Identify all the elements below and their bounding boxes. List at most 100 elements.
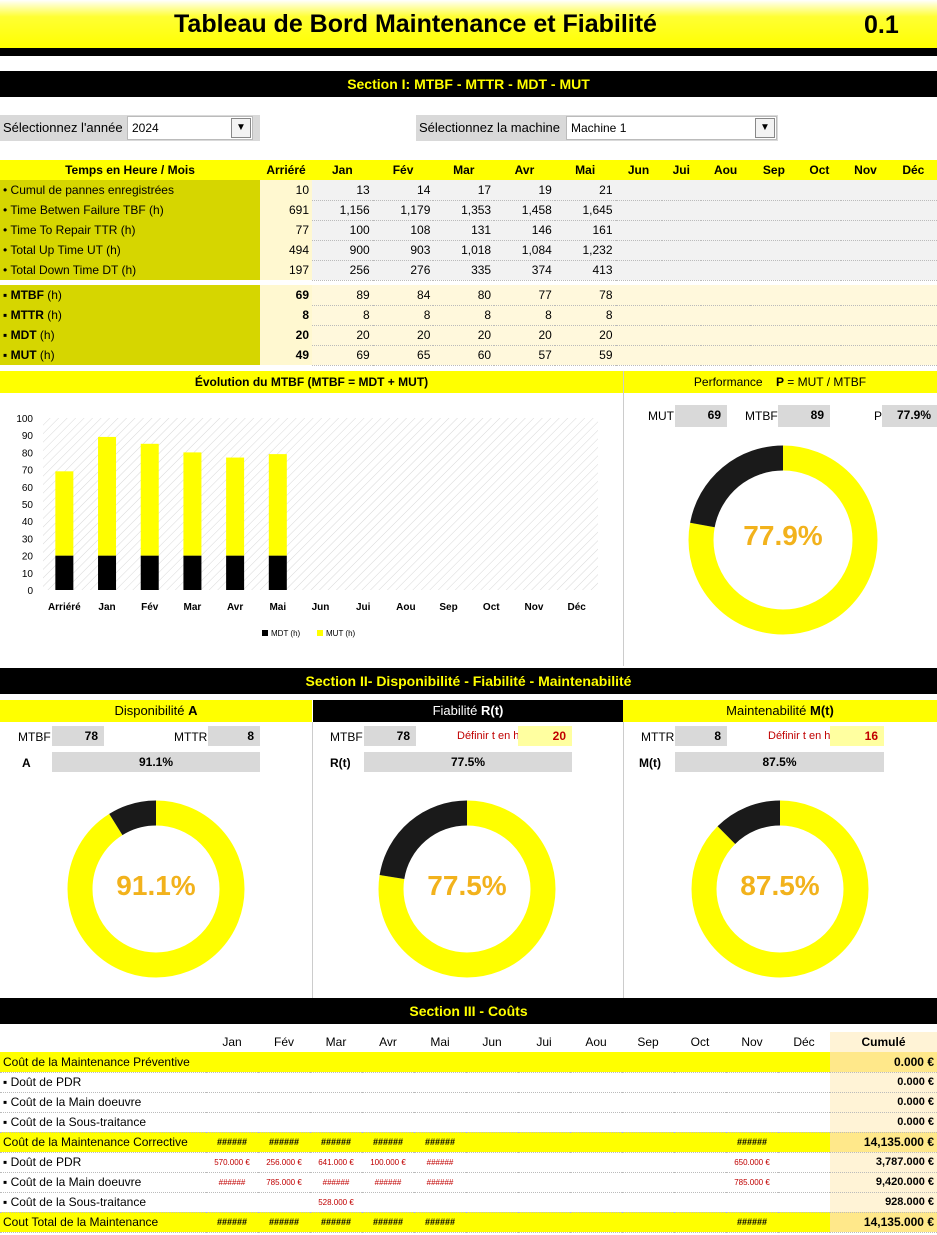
cost-cell — [622, 1152, 674, 1172]
cost-cumul-cell: 0.000 € — [830, 1112, 937, 1132]
section-3-header: Section III - Coûts — [0, 998, 937, 1024]
cost-cell: ###### — [362, 1212, 414, 1232]
cost-cell — [570, 1192, 622, 1212]
kpi-cell-empty — [841, 240, 890, 261]
cost-cell — [310, 1092, 362, 1112]
kpi-cell-empty — [797, 200, 842, 221]
mut-label: MUT — [648, 409, 674, 423]
cost-cell — [466, 1152, 518, 1172]
x-tick-label: Oct — [483, 602, 500, 613]
cost-cumul-cell: 0.000 € — [830, 1072, 937, 1092]
section-2-header: Section II- Disponibilité - Fiabilité - … — [0, 668, 937, 694]
kpi-metric-label: ▪ MUT (h) — [0, 345, 260, 365]
kpi-cell: 17 — [433, 180, 495, 201]
cost-cell — [258, 1052, 310, 1072]
maint-t-input[interactable]: 16 — [830, 726, 884, 746]
cost-cell — [518, 1112, 570, 1132]
bar-mdt — [183, 555, 202, 590]
bar-mdt — [55, 555, 74, 590]
cost-cell — [778, 1172, 830, 1192]
cost-cell — [362, 1112, 414, 1132]
cost-row-label: ▪ Coût de la Sous-traitance — [3, 1195, 146, 1209]
cost-row-label: ▪ Doût de PDR — [3, 1155, 82, 1169]
kpi-metric-label: ▪ MTTR (h) — [0, 305, 260, 325]
kpi-cell-empty — [750, 220, 798, 241]
cost-cell — [362, 1092, 414, 1112]
cost-cell — [466, 1132, 518, 1152]
fiab-symbol: R(t) — [481, 703, 504, 718]
bar-mut — [98, 436, 117, 556]
cost-cell — [570, 1072, 622, 1092]
cost-cell — [414, 1072, 466, 1092]
kpi-arriere-cell: 8 — [260, 305, 312, 325]
cost-cell — [622, 1172, 674, 1192]
cost-cell — [622, 1132, 674, 1152]
kpi-cell-empty — [615, 285, 662, 306]
kpi-cell-empty — [661, 240, 701, 261]
bar-mut — [140, 443, 159, 556]
maint-mttr-value: 8 — [675, 726, 727, 746]
kpi-cell-empty — [889, 345, 937, 366]
bar-mut — [226, 457, 245, 556]
kpi-cell: 1,458 — [494, 200, 555, 221]
cost-month-header: Jui — [536, 1035, 552, 1049]
cost-cell: ###### — [206, 1212, 258, 1232]
cost-cell — [778, 1052, 830, 1072]
x-tick-label: Mar — [184, 602, 202, 613]
machine-label: Sélectionnez la machine — [419, 120, 560, 135]
kpi-cell: 146 — [494, 220, 555, 241]
kpi-arriere-cell: 69 — [260, 285, 312, 305]
kpi-cell-empty — [750, 305, 798, 326]
cost-cumul-cell: 14,135.000 € — [830, 1132, 937, 1152]
kpi-cell: 8 — [372, 305, 434, 326]
cost-cell — [518, 1192, 570, 1212]
kpi-cell-empty — [889, 260, 937, 281]
cost-cell — [362, 1072, 414, 1092]
kpi-cell-empty — [615, 345, 662, 366]
y-tick-label: 50 — [22, 500, 34, 511]
cost-cell — [778, 1072, 830, 1092]
cost-cell: ###### — [258, 1212, 310, 1232]
cost-month-header: Aou — [585, 1035, 607, 1049]
year-dropdown-arrow-icon[interactable]: ▼ — [231, 118, 251, 138]
kpi-cell-empty — [889, 220, 937, 241]
kpi-row-label: • Total Down Time DT (h) — [0, 260, 260, 280]
cost-cell — [570, 1172, 622, 1192]
machine-dropdown-arrow-icon[interactable]: ▼ — [755, 118, 775, 138]
machine-dropdown[interactable]: Machine 1 — [566, 116, 777, 140]
kpi-cell-empty — [661, 180, 701, 201]
kpi-cell-empty — [700, 305, 751, 326]
kpi-cell-empty — [841, 285, 890, 306]
kpi-cell-empty — [615, 180, 662, 201]
kpi-cell: 20 — [494, 325, 555, 346]
machine-selector: Sélectionnez la machine Machine 1 ▼ — [416, 115, 778, 141]
dispo-mttr-value: 8 — [208, 726, 260, 746]
cost-cell — [206, 1092, 258, 1112]
cost-cell — [570, 1052, 622, 1072]
x-tick-label: Fév — [141, 602, 159, 613]
kpi-month-header: Jun — [615, 160, 662, 180]
fiab-t-input[interactable]: 20 — [518, 726, 572, 746]
kpi-cell-empty — [700, 220, 751, 241]
cost-cell — [778, 1092, 830, 1112]
section-1-header: Section I: MTBF - MTTR - MDT - MUT — [0, 71, 937, 97]
cost-cell — [726, 1092, 778, 1112]
cost-cell: 256.000 € — [266, 1157, 302, 1167]
fiab-r-label: R(t) — [330, 756, 351, 770]
cost-cell: ###### — [414, 1212, 466, 1232]
maint-t-label: Définir t en h — [768, 730, 831, 742]
cost-cell — [778, 1132, 830, 1152]
kpi-cell-empty — [841, 345, 890, 366]
cost-cell — [258, 1092, 310, 1112]
cost-cell — [414, 1112, 466, 1132]
kpi-cell-empty — [841, 260, 890, 281]
p-label: P — [874, 409, 883, 423]
cost-cell — [466, 1052, 518, 1072]
mtbf-label: MTBF — [745, 409, 778, 423]
kpi-cell-empty — [700, 285, 751, 306]
cost-cell — [206, 1112, 258, 1132]
divider-2b — [623, 722, 624, 998]
kpi-cell: 8 — [554, 305, 616, 326]
kpi-cell-empty — [661, 285, 701, 306]
